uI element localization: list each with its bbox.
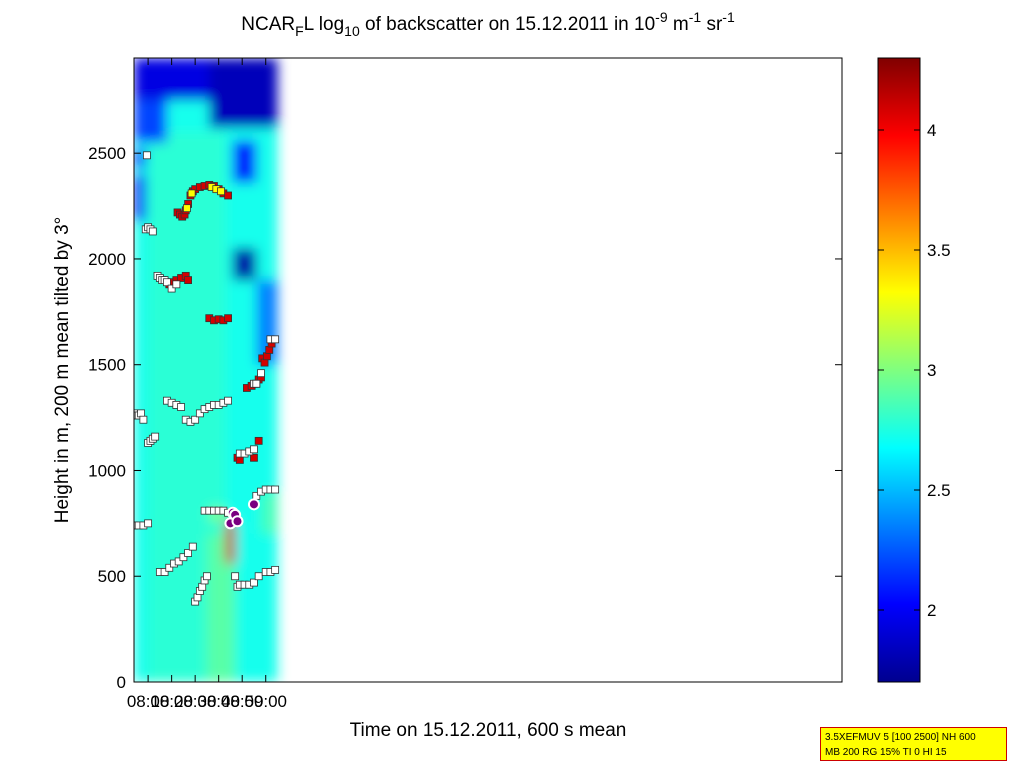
y-tick-label: 500 — [98, 567, 126, 586]
y-tick-label: 2500 — [88, 144, 126, 163]
purple-800-point — [247, 498, 260, 511]
layer-2300-yellow-point — [187, 189, 196, 198]
white-460-point — [231, 572, 240, 581]
colorbar-tick-label: 2.5 — [927, 481, 951, 500]
layer-2300-point — [224, 191, 232, 200]
white-1900-point — [167, 284, 176, 293]
plot-frame — [133, 57, 843, 683]
white-550-point — [184, 549, 192, 557]
white-1100-point — [250, 445, 258, 454]
heat-patch-8 — [232, 248, 257, 281]
white-450-point — [203, 572, 211, 581]
colorbar-tick-label: 2 — [927, 601, 936, 620]
y-tick-label: 0 — [117, 673, 126, 692]
info-line-2: MB 200 RG 15% TI 0 HI 15 — [825, 747, 947, 758]
y-tick-label: 2000 — [88, 250, 126, 269]
white-1900-point — [163, 278, 171, 287]
colorbar-tick-label: 4 — [927, 121, 936, 140]
x-tick-label: 08:10 — [127, 692, 170, 711]
purple-800-point — [231, 515, 244, 528]
white-550-point — [160, 568, 169, 576]
white-1900-point — [172, 280, 181, 289]
white-1300-point — [195, 409, 204, 418]
heat-patch-6 — [209, 58, 278, 128]
heat-patch-12 — [225, 521, 236, 564]
white-1300-point — [224, 396, 232, 405]
white-1300-point — [139, 415, 148, 424]
detected-layers — [134, 151, 280, 606]
settings-info-box: 3.5XEFMUV 5 [100 2500] NH 600 MB 200 RG … — [820, 727, 1007, 761]
plot-area — [134, 58, 280, 682]
x-tick-label: 08:20 — [150, 692, 193, 711]
white-460-point — [250, 578, 258, 587]
y-tick-label: 1500 — [88, 356, 126, 375]
colorbar — [877, 57, 921, 683]
chart-title: NCARFL log10 of backscatter on 15.12.201… — [241, 9, 735, 39]
white-1300-point — [177, 403, 185, 411]
colorbar-tick-label: 3 — [927, 361, 936, 380]
x-tick-label: 09:00 — [244, 692, 287, 711]
white-1150-point — [151, 432, 160, 441]
x-axis-label: Time on 15.12.2011, 600 s mean — [350, 720, 627, 741]
white-550-point — [188, 542, 197, 551]
white-460-point — [254, 572, 263, 581]
white-900-point — [271, 485, 280, 494]
y-axis-label: Height in m, 200 m mean tilted by 3° — [52, 217, 73, 523]
layer-1700-point — [224, 314, 232, 323]
white-550-point — [179, 553, 188, 562]
layer-2300-yellow-point — [183, 204, 191, 213]
white-2500-point — [143, 151, 151, 160]
white-800-point — [144, 519, 153, 528]
heat-patch-10 — [134, 148, 146, 168]
white-550-point — [174, 557, 183, 566]
heat-patch-7 — [134, 174, 146, 221]
colorbar-axis: 2 2.5 3 3.5 4 — [878, 121, 951, 620]
layer-1900-point — [184, 276, 192, 285]
white-1400-point — [257, 369, 265, 378]
x-tick-label: 08:40 — [197, 692, 240, 711]
heat-patch-5 — [134, 100, 167, 143]
x-tick-label: 08:50 — [221, 692, 264, 711]
layer-2300-yellow-point — [217, 187, 225, 196]
x-tick-label: 08:30 — [174, 692, 217, 711]
layer-1050-point — [250, 453, 258, 462]
heat-patch-3 — [261, 491, 278, 534]
y-tick-label: 1000 — [88, 461, 126, 480]
white-1400-point — [252, 379, 261, 388]
layer-1050-point — [254, 436, 263, 445]
colorbar-tick-label: 3.5 — [927, 241, 951, 260]
info-line-1: 3.5XEFMUV 5 [100 2500] NH 600 — [825, 732, 976, 743]
white-550-point — [165, 563, 174, 572]
heat-patch-9 — [232, 140, 257, 183]
white-1300-point — [191, 415, 200, 424]
white-520-point — [271, 565, 280, 574]
white-1400-point — [271, 335, 280, 344]
y-axis: 0 500 1000 1500 2000 2500 — [88, 144, 842, 692]
white-2100-point — [148, 227, 157, 236]
